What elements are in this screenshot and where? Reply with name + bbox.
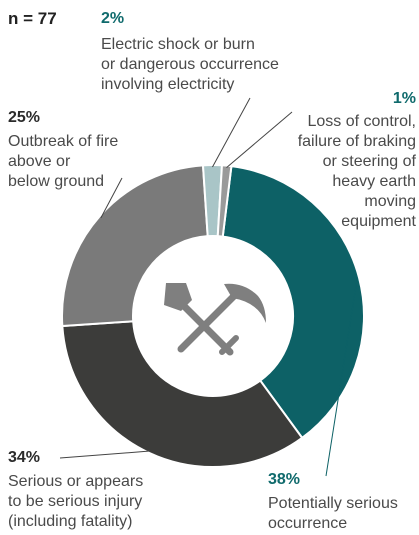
slice-pct-label: 1%: [392, 90, 416, 107]
slice-category-label: Serious or appears to be serious injury …: [8, 473, 144, 530]
donut-slice: [61, 164, 209, 328]
donut-slice: [61, 320, 304, 468]
leader-line: [325, 278, 358, 477]
slice-category-label: Loss of control, failure of braking or s…: [297, 113, 416, 230]
slice-category-label: Outbreak of fire above or below ground: [8, 133, 119, 190]
slice-pct-label: 34%: [8, 449, 41, 466]
leader-line: [59, 450, 151, 459]
slice-category-label: Potentially serious occurrence: [268, 495, 398, 532]
leader-line: [100, 177, 123, 219]
slice-pct-label: 2%: [101, 10, 125, 27]
slice-pct-label: 25%: [8, 109, 41, 126]
donut-slice: [221, 165, 365, 440]
leader-line: [226, 111, 293, 168]
sample-size-label: n = 77: [8, 9, 57, 28]
shovel-and-pickaxe-icon: [164, 283, 266, 356]
slice-pct-label: 38%: [268, 471, 301, 488]
donut-slice: [216, 164, 233, 238]
leader-line: [212, 97, 251, 168]
slice-category-label: Electric shock or burn or dangerous occu…: [101, 36, 279, 93]
